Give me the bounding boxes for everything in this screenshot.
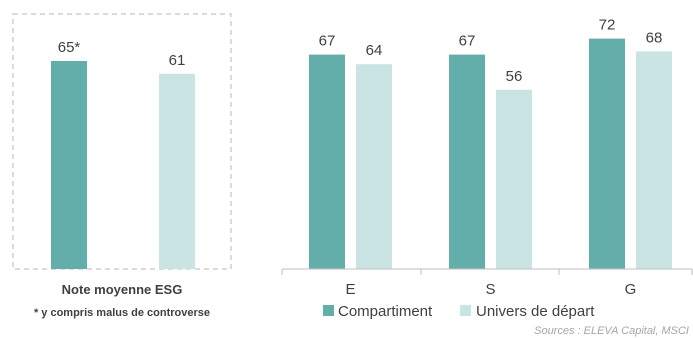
bar-esg-compartiment	[51, 61, 87, 269]
data-label: 61	[169, 52, 186, 69]
data-label: 65*	[58, 39, 81, 56]
data-label: 64	[366, 42, 383, 59]
bar-e-compartiment	[309, 54, 345, 269]
bar-e-univers	[356, 64, 392, 269]
data-label: 67	[319, 33, 336, 50]
legend-swatch-univers	[460, 305, 471, 316]
tick-label: E	[345, 281, 355, 298]
data-label: 72	[599, 17, 616, 34]
bar-g-compartiment	[589, 38, 625, 269]
legend-label-compartiment: Compartiment	[338, 303, 433, 320]
tick-label: S	[485, 281, 495, 298]
bar-s-univers	[496, 89, 532, 269]
data-label: 68	[646, 29, 663, 46]
bar-s-compartiment	[449, 54, 485, 269]
bar-esg-univers	[159, 73, 195, 269]
controversy-footnote: * y compris malus de controverse	[34, 307, 210, 319]
tick-label: G	[625, 281, 637, 298]
legend-swatch-compartiment	[323, 305, 334, 316]
source-note: Sources : ELEVA Capital, MSCI	[534, 325, 689, 337]
legend-label-univers: Univers de départ	[476, 303, 595, 320]
esg-average-label: Note moyenne ESG	[62, 282, 183, 297]
esg-average-frame	[12, 13, 232, 270]
data-label: 67	[459, 33, 476, 50]
bar-g-univers	[636, 51, 672, 270]
data-label: 56	[506, 68, 523, 85]
